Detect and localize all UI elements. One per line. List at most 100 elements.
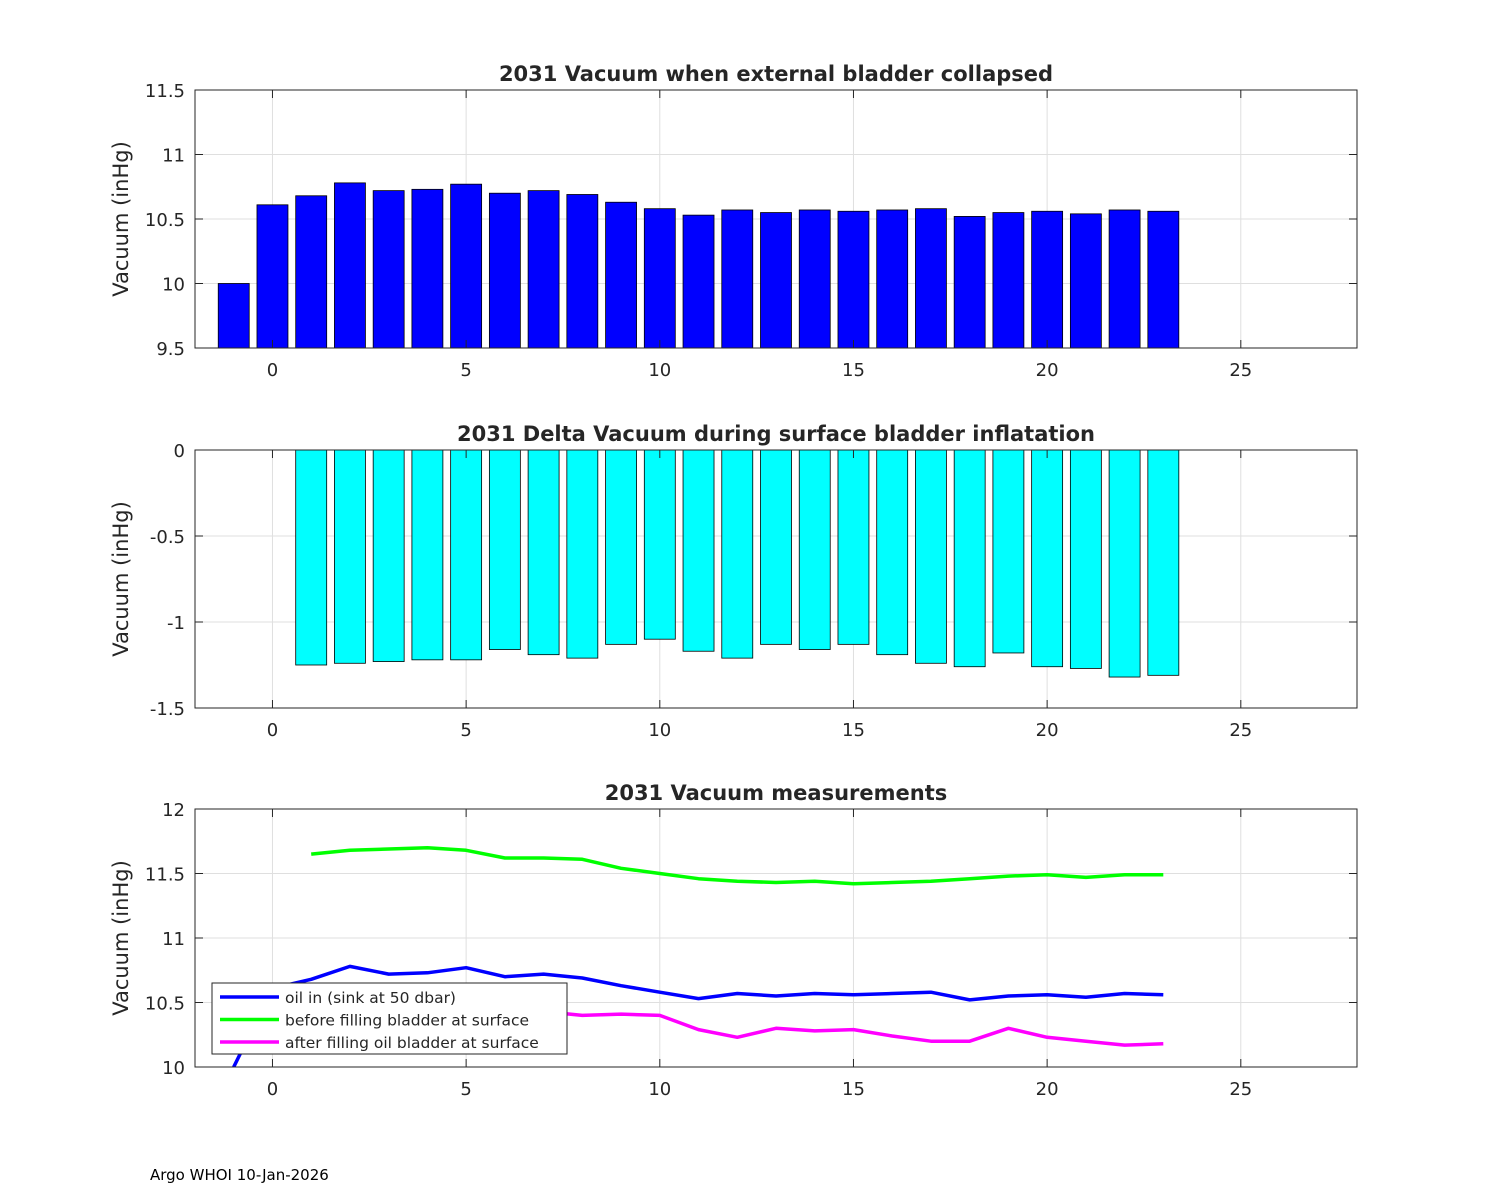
bar	[1147, 210, 1180, 348]
bar	[721, 209, 754, 348]
x-tick-label: 20	[1036, 720, 1059, 741]
bar	[450, 450, 483, 661]
x-tick-label: 5	[460, 1079, 471, 1100]
legend-label: before filling bladder at surface	[285, 1012, 529, 1030]
y-tick-label: 11	[162, 929, 185, 950]
bar	[721, 450, 754, 659]
bar	[217, 283, 250, 348]
y-tick-label: 12	[162, 800, 185, 821]
bar	[372, 190, 405, 348]
bar	[837, 450, 870, 645]
axes-frame	[194, 449, 1358, 709]
chart-title: 2031 Vacuum measurements	[605, 781, 948, 805]
x-tick-label: 5	[460, 360, 471, 381]
y-axis-label: Vacuum (inHg)	[109, 501, 133, 657]
bar	[1069, 450, 1102, 669]
bar	[334, 182, 366, 348]
chart-vacuum-measurements: 0 5 10 15 20 25 10 10.5 11 11.5 12 2031 Vacuum mea…	[109, 781, 1358, 1100]
y-tick-label: -1.5	[150, 699, 185, 720]
bar	[1108, 209, 1141, 348]
bar	[1031, 450, 1064, 668]
chart-title: 2031 Vacuum when external bladder collap…	[499, 62, 1053, 86]
x-tick-label: 15	[842, 720, 865, 741]
bar	[488, 192, 521, 348]
bar	[837, 210, 870, 348]
bar	[527, 450, 560, 656]
bar	[450, 183, 483, 348]
x-tick-label: 0	[267, 360, 278, 381]
bar	[295, 450, 328, 666]
chart-delta-vacuum: 0 5 10 15 20 25 -1.5 -1 -0.5 0 2031 Delta Vacuum …	[109, 422, 1358, 741]
bar	[488, 450, 521, 650]
bar	[605, 450, 637, 645]
x-tick-label: 0	[267, 1079, 278, 1100]
y-tick-label: 11.5	[145, 865, 185, 886]
legend: oil in (sink at 50 dbar) before filling b…	[211, 982, 568, 1055]
x-tick-label: 10	[648, 720, 671, 741]
y-axis-label: Vacuum (inHg)	[109, 860, 133, 1016]
x-tick-label: 20	[1036, 360, 1059, 381]
bar	[992, 212, 1025, 348]
bar	[992, 450, 1025, 654]
bar	[527, 190, 560, 348]
y-tick-label: 10	[162, 275, 185, 296]
y-tick-label: -1	[167, 613, 185, 634]
bars	[295, 450, 1180, 678]
x-tick-label: 25	[1229, 1079, 1252, 1100]
chart-title: 2031 Delta Vacuum during surface bladder…	[457, 422, 1095, 446]
y-tick-label: 0	[174, 441, 185, 462]
x-tick-label: 25	[1229, 360, 1252, 381]
x-tick-label: 15	[842, 1079, 865, 1100]
bar	[1147, 450, 1180, 676]
bar	[411, 450, 444, 661]
bar	[953, 216, 986, 348]
tick-labels: 0 5 10 15 20 25 9.5 10 10.5 11 11.5	[145, 81, 1357, 381]
bar	[566, 194, 599, 348]
bar	[372, 450, 405, 662]
x-tick-label: 0	[267, 720, 278, 741]
x-tick-label: 10	[648, 1079, 671, 1100]
legend-label: oil in (sink at 50 dbar)	[285, 989, 456, 1007]
bar	[915, 208, 947, 348]
bar	[1108, 450, 1141, 678]
bar	[295, 195, 328, 348]
y-tick-label: 10.5	[145, 994, 185, 1015]
bar	[643, 450, 676, 640]
bar	[760, 212, 792, 348]
bar	[760, 450, 792, 645]
y-tick-label: 11.5	[145, 81, 185, 102]
y-tick-label: 9.5	[156, 339, 185, 360]
bars	[217, 182, 1180, 348]
bar	[643, 208, 676, 348]
bar	[798, 450, 831, 650]
bar	[682, 214, 715, 348]
footer-credit: Argo WHOI 10-Jan-2026	[150, 1166, 329, 1184]
bar	[876, 450, 909, 656]
bar	[605, 201, 637, 348]
x-tick-label: 15	[842, 360, 865, 381]
series-line	[232, 964, 1164, 1067]
y-tick-label: 10.5	[145, 210, 185, 231]
chart-vacuum-collapsed: 0 5 10 15 20 25 9.5 10 10.5 11 11.5 2031 Vacuum wh…	[109, 62, 1358, 381]
bar	[798, 209, 831, 348]
legend-label: after filling oil bladder at surface	[285, 1034, 539, 1052]
bar	[1069, 213, 1102, 348]
bar	[334, 450, 366, 664]
bar	[566, 450, 599, 659]
series-line	[311, 845, 1164, 886]
x-tick-label: 20	[1036, 1079, 1059, 1100]
tick-labels: 0 5 10 15 20 25 -1.5 -1 -0.5 0	[150, 441, 1357, 741]
x-tick-label: 25	[1229, 720, 1252, 741]
bar	[411, 188, 444, 348]
bar	[876, 209, 909, 348]
bar	[256, 204, 289, 348]
bar	[1031, 210, 1064, 348]
x-tick-label: 5	[460, 720, 471, 741]
y-tick-label: 11	[162, 146, 185, 167]
y-axis-label: Vacuum (inHg)	[109, 141, 133, 297]
y-tick-label: -0.5	[150, 527, 185, 548]
bar	[915, 450, 947, 664]
y-tick-label: 10	[162, 1058, 185, 1079]
tick-labels: 0 5 10 15 20 25 10 10.5 11 11.5 12	[145, 800, 1357, 1100]
